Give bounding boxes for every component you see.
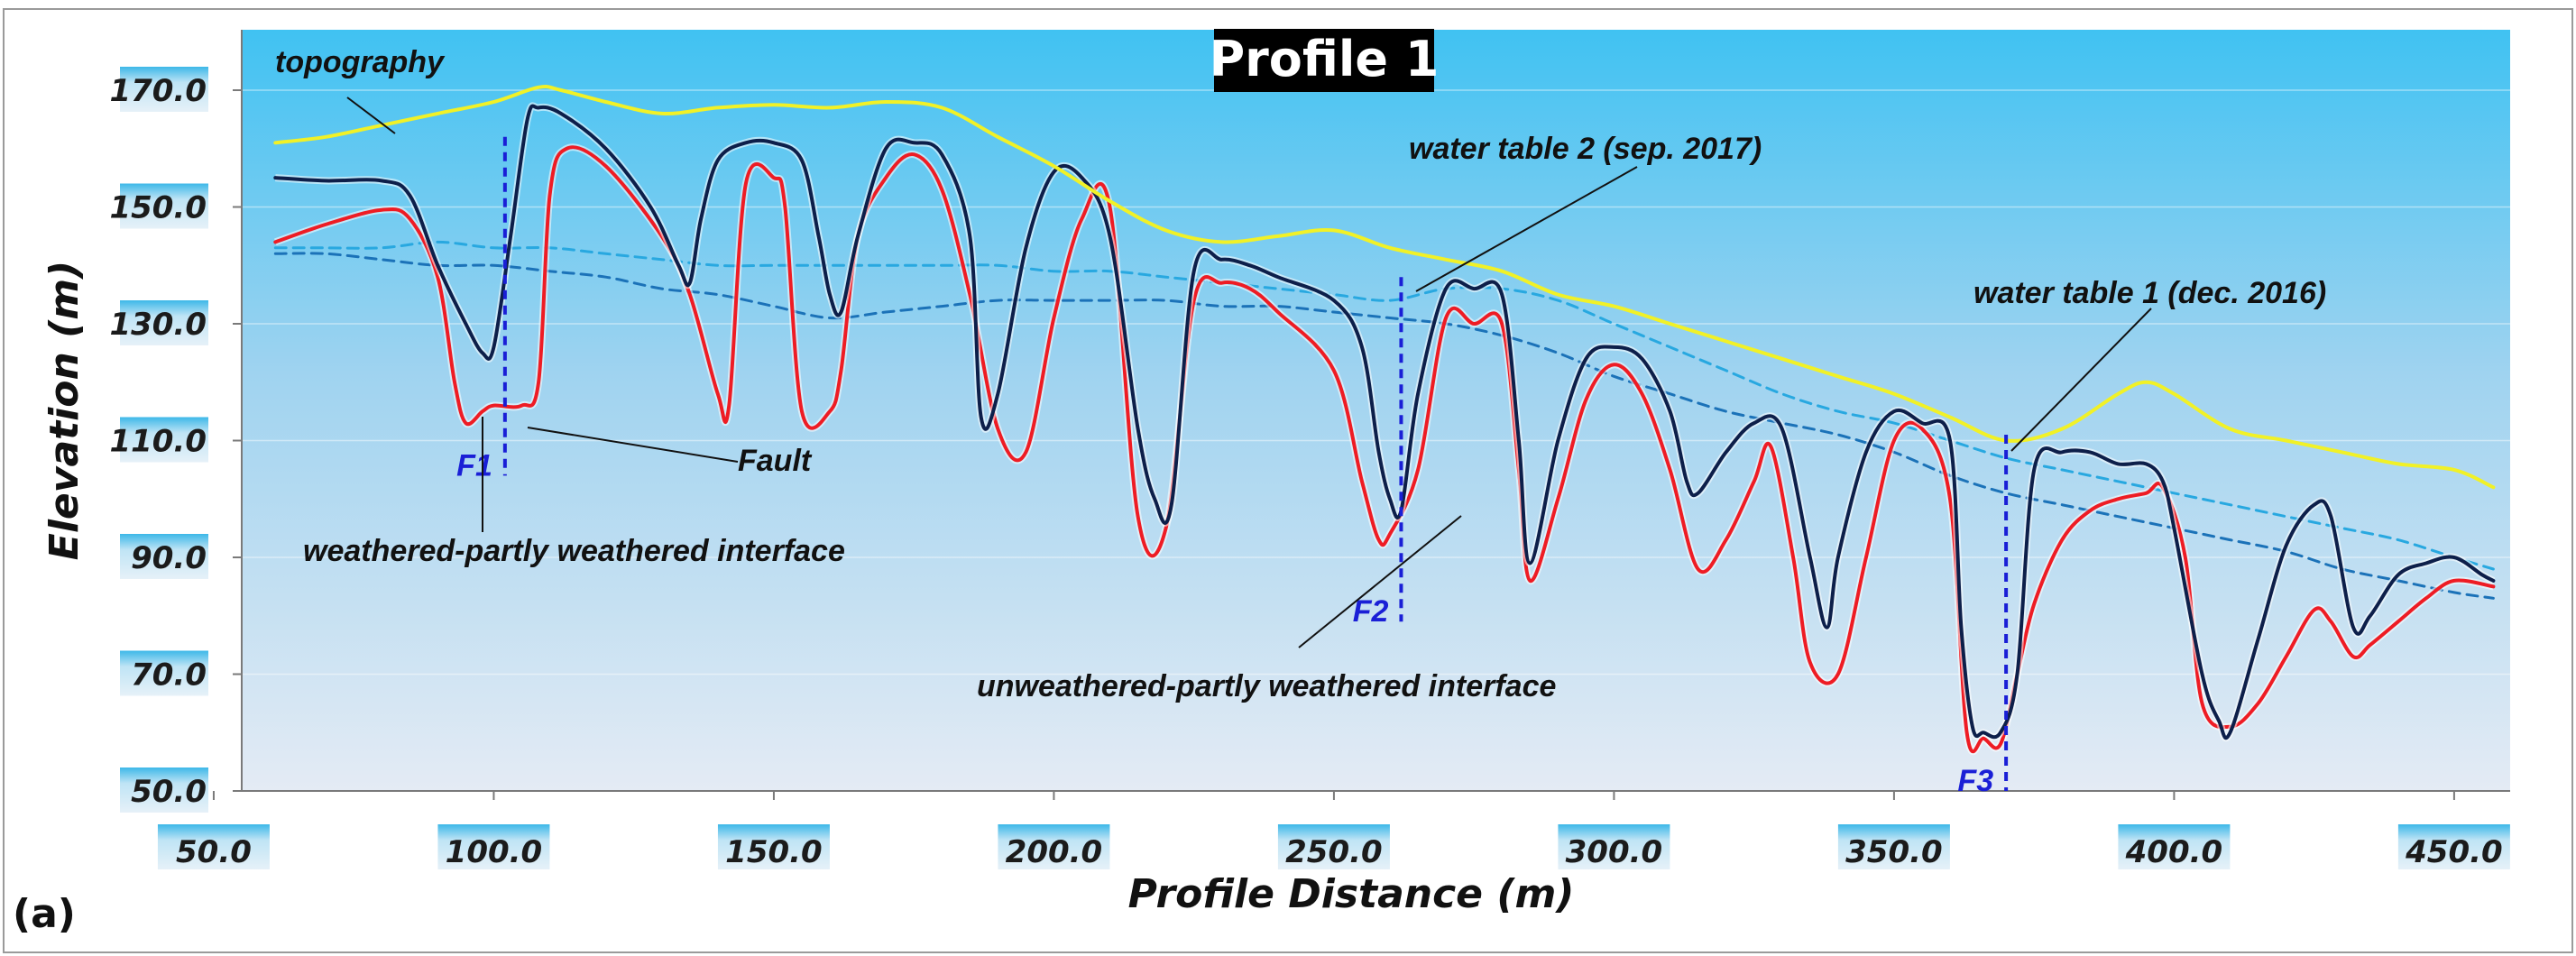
x-tick-box — [998, 824, 1110, 869]
x-tick-label: 250.0 — [1285, 834, 1383, 870]
y-axis-title: Elevation (m) — [41, 261, 87, 560]
series-water-table-1 — [273, 252, 2495, 600]
x-tick-label: 150.0 — [725, 834, 823, 870]
fault-label: F2 — [1353, 594, 1389, 629]
chart-title-box — [1214, 29, 1434, 92]
y-tick-box — [120, 768, 208, 813]
annotation-unweathered: unweathered-partly weathered interface — [977, 669, 1556, 703]
y-tick-box — [120, 417, 208, 463]
x-tick-label: 200.0 — [1006, 834, 1103, 870]
y-tick-box — [120, 67, 208, 112]
y-tick-box — [120, 300, 208, 345]
x-tick-label: 350.0 — [1845, 834, 1943, 870]
y-tick: 70.0 — [120, 650, 242, 696]
fault-label: F3 — [1957, 764, 1993, 798]
annotations: topography water table 2 (sep. 2017) wat… — [275, 45, 2326, 703]
fault-f3: F3 — [1957, 435, 2009, 798]
annotation-water-table-1: water table 1 (dec. 2016) — [1973, 276, 2326, 310]
x-tick: 350.0 — [1837, 791, 1950, 870]
leader-fault — [527, 427, 739, 463]
fault-label: F1 — [456, 448, 492, 483]
y-tick-labels: 50.0 70.0 90.0 110.0 130.0 150.0 170.0 — [109, 67, 242, 813]
annotation-fault: Fault — [738, 444, 813, 478]
x-tick-label: 50.0 — [176, 834, 252, 870]
x-tick-label: 100.0 — [446, 834, 543, 870]
chart-title-group: Profile 1 — [1210, 29, 1440, 92]
y-tick-label: 110.0 — [109, 424, 207, 460]
series-interface-lower — [273, 145, 2496, 754]
x-tick-box — [437, 824, 550, 869]
x-tick: 50.0 — [157, 791, 270, 870]
x-tick-box — [1558, 824, 1670, 869]
leader-water-table-1 — [2010, 308, 2152, 452]
fault-f2: F2 — [1353, 277, 1403, 629]
leader-lines — [346, 97, 2152, 648]
annotation-water-table-2: water table 2 (sep. 2017) — [1409, 132, 1762, 166]
panel-label: (a) — [13, 891, 76, 937]
x-tick-box — [2397, 824, 2510, 869]
y-tick-label: 130.0 — [109, 307, 207, 343]
y-tick: 170.0 — [109, 67, 242, 112]
x-tick: 250.0 — [1277, 791, 1390, 870]
leader-unweathered — [1298, 515, 1462, 648]
x-tick-box — [2118, 824, 2231, 869]
y-tick-label: 70.0 — [131, 657, 207, 694]
x-tick-box — [157, 824, 270, 869]
series-topography — [273, 84, 2496, 490]
chart-title: Profile 1 — [1210, 31, 1440, 87]
fault-f1: F1 — [456, 136, 507, 483]
x-tick-box — [1277, 824, 1390, 869]
leader-topography — [346, 97, 396, 134]
fault-layer: F1 F2 F3 — [456, 136, 2009, 798]
x-tick: 450.0 — [2397, 791, 2510, 870]
x-axis-title: Profile Distance (m) — [1128, 871, 1575, 917]
x-tick-label: 300.0 — [1566, 834, 1663, 870]
x-tick: 400.0 — [2118, 791, 2231, 870]
y-tick: 110.0 — [109, 417, 242, 463]
annotation-weathered: weathered-partly weathered interface — [303, 534, 845, 568]
x-tick-label: 400.0 — [2125, 834, 2223, 870]
y-tick-label: 150.0 — [109, 190, 207, 226]
x-tick-labels: 50.0 100.0 150.0 200.0 250.0 300.0 350.0 400.0 4… — [157, 791, 2510, 870]
annotation-topography: topography — [275, 45, 446, 79]
y-tick-label: 50.0 — [131, 774, 207, 810]
x-tick-label: 450.0 — [2405, 834, 2503, 870]
x-tick-box — [717, 824, 830, 869]
series-water-table-2 — [273, 240, 2495, 571]
x-tick: 200.0 — [998, 791, 1110, 870]
y-tick-box — [120, 650, 208, 696]
x-tick: 150.0 — [717, 791, 830, 870]
y-tick: 90.0 — [120, 534, 242, 579]
y-tick: 50.0 — [120, 768, 242, 813]
y-tick: 130.0 — [109, 300, 242, 345]
y-tick-label: 170.0 — [109, 73, 207, 109]
x-tick-box — [1837, 824, 1950, 869]
y-tick-label: 90.0 — [131, 540, 207, 576]
y-tick-box — [120, 534, 208, 579]
leader-water-table-2 — [1415, 166, 1638, 292]
series-layer — [273, 84, 2496, 756]
x-tick: 100.0 — [437, 791, 550, 870]
y-tick-box — [120, 183, 208, 229]
series-interface-upper — [273, 104, 2496, 740]
x-tick: 300.0 — [1558, 791, 1670, 870]
y-tick: 150.0 — [109, 183, 242, 229]
